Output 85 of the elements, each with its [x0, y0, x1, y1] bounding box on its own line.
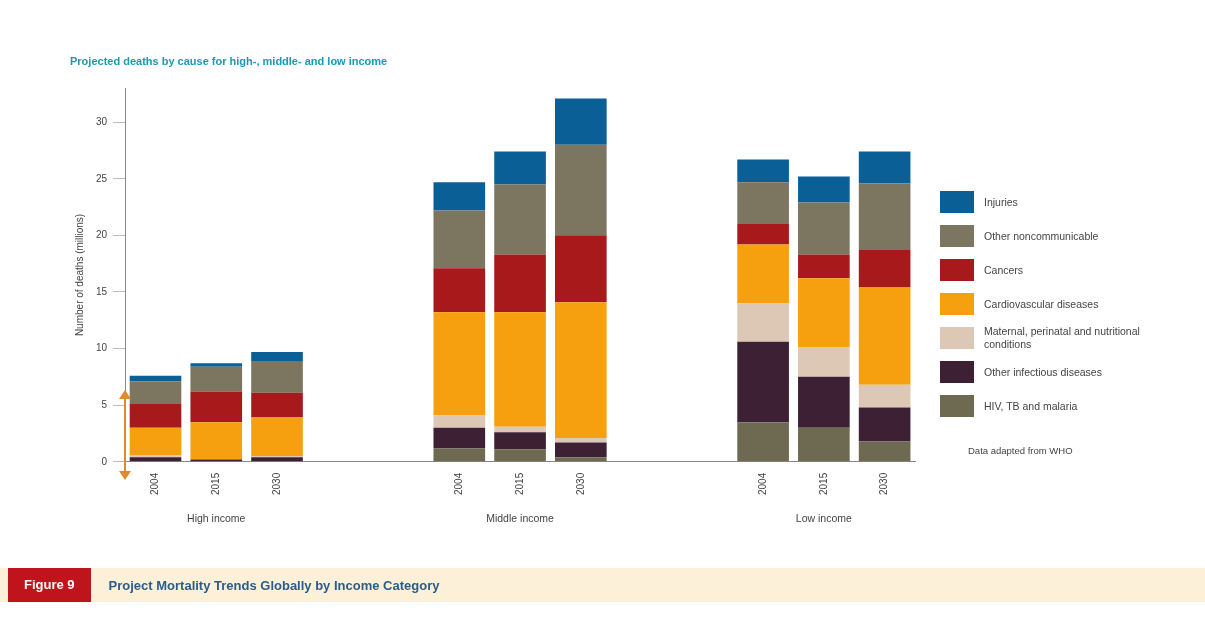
bar	[858, 441, 911, 462]
bar	[798, 176, 850, 203]
bar	[129, 381, 182, 405]
bar	[190, 363, 243, 367]
y-tick-label: 10	[96, 342, 108, 354]
bar	[555, 144, 607, 236]
bar	[555, 437, 607, 443]
bar	[555, 302, 607, 438]
bar	[190, 422, 243, 460]
bar	[433, 210, 486, 269]
y-tick-label: 25	[96, 172, 108, 184]
text: Data adapted from WHO	[968, 445, 1073, 456]
x-tick-label: 2015	[513, 472, 525, 495]
text: Project Mortality Trends Globally by Income Category	[108, 577, 440, 593]
bar	[858, 151, 911, 184]
bar	[129, 457, 182, 462]
bar	[433, 448, 486, 462]
bar	[737, 341, 789, 423]
x-tick-label: 2030	[270, 472, 282, 495]
bar	[494, 312, 546, 427]
x-tick-label: 2004	[453, 472, 465, 495]
bar	[251, 457, 303, 462]
x-tick-label: 2015	[817, 472, 829, 495]
x-tick-label: 2004	[149, 472, 161, 495]
bar	[494, 184, 546, 255]
bar	[433, 182, 486, 211]
bar	[798, 254, 850, 279]
bar	[798, 376, 850, 428]
legend-label: Other noncommunicable	[984, 229, 1100, 243]
bar	[858, 183, 911, 251]
text: Low income	[795, 511, 852, 524]
bar	[190, 366, 243, 392]
bar	[737, 244, 789, 304]
bar	[737, 159, 789, 183]
legend-label: Cancers	[984, 263, 1025, 277]
bar	[433, 415, 486, 428]
bar	[555, 98, 607, 145]
x-tick-label: 2030	[878, 472, 890, 495]
x-tick-label: 2030	[574, 472, 586, 495]
bar	[494, 432, 546, 450]
bar	[737, 182, 789, 225]
y-tick-label: 20	[96, 229, 108, 241]
bar	[433, 427, 486, 449]
bar	[798, 202, 850, 255]
y-tick-label: 5	[101, 398, 108, 410]
legend-label: Maternal, perinatal and nutritional conditions	[984, 325, 1141, 351]
legend-label: Other infectious diseases	[984, 365, 1103, 379]
x-tick-label: 2004	[756, 472, 768, 495]
chart-title: Projected deaths by cause for high-, middle- and low income	[70, 54, 388, 67]
caption: Figure 9	[8, 568, 91, 602]
legend-label: Injuries	[984, 195, 1019, 209]
bar	[433, 268, 486, 313]
bar	[555, 457, 607, 462]
bar	[858, 407, 911, 442]
bar	[251, 351, 303, 362]
bar	[798, 278, 850, 348]
bar	[798, 347, 850, 377]
bar	[555, 442, 607, 458]
bar	[190, 391, 243, 423]
legend-label: Cardiovascular diseases	[984, 297, 1100, 311]
bar	[737, 224, 789, 245]
bar	[494, 151, 546, 185]
legend-label: HIV, TB and malaria	[984, 399, 1079, 413]
bar	[494, 449, 546, 462]
bar	[433, 312, 486, 416]
x-tick-label: 2015	[210, 472, 222, 495]
text: Middle income	[486, 511, 554, 524]
bar	[858, 384, 911, 408]
bar	[251, 417, 303, 457]
y-tick-label: 15	[96, 285, 108, 297]
bar	[494, 254, 546, 313]
bar	[737, 422, 789, 462]
bar	[251, 361, 303, 393]
y-axis-title: Number of deaths (millions)	[73, 213, 85, 337]
bar	[798, 427, 850, 462]
bar	[129, 404, 182, 428]
bar	[129, 427, 182, 455]
y-tick-label: 30	[96, 115, 108, 127]
bar	[858, 250, 911, 288]
bar	[251, 392, 303, 418]
bar	[555, 235, 607, 303]
bar	[858, 287, 911, 385]
bar	[737, 303, 789, 342]
y-tick-label: 0	[101, 455, 108, 467]
text: High income	[187, 511, 246, 524]
